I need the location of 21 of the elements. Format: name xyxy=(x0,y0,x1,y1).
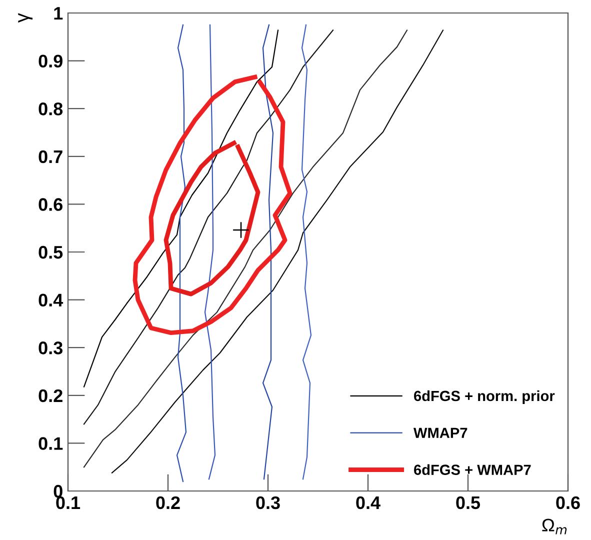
x-axis-title: Ω$_{m}$ xyxy=(542,518,567,534)
y-tick-label: 0 xyxy=(54,484,62,498)
y-tick-label: 0.3 xyxy=(38,342,62,354)
y-axis-title: γ xyxy=(18,13,32,23)
y-tick-label: 0.9 xyxy=(38,54,62,68)
x-tick-label: 0.4 xyxy=(356,496,380,510)
x-tick-label: 0.2 xyxy=(156,496,180,510)
y-tick-label: 0.7 xyxy=(38,150,62,164)
y-tick-label: 0.6 xyxy=(38,198,62,211)
x-tick-label: 0.6 xyxy=(556,496,580,510)
y-tick-label: 0.4 xyxy=(38,294,64,307)
x-tick-label: 0.5 xyxy=(456,496,480,510)
y-tick-label: 0.5 xyxy=(38,246,63,259)
x-tick-label: 0.3 xyxy=(256,496,280,510)
y-tick-label: 0.2 xyxy=(38,389,62,402)
legend-label: WMAP7 xyxy=(413,428,468,438)
y-tick-label: 0.8 xyxy=(38,102,63,116)
legend-label: 6dFGS + norm. prior xyxy=(414,390,555,404)
y-tick-label: 1 xyxy=(54,7,63,20)
legend-label: 6dFGS + WMAP7 xyxy=(414,464,531,475)
y-tick-label: 0.1 xyxy=(38,437,63,450)
